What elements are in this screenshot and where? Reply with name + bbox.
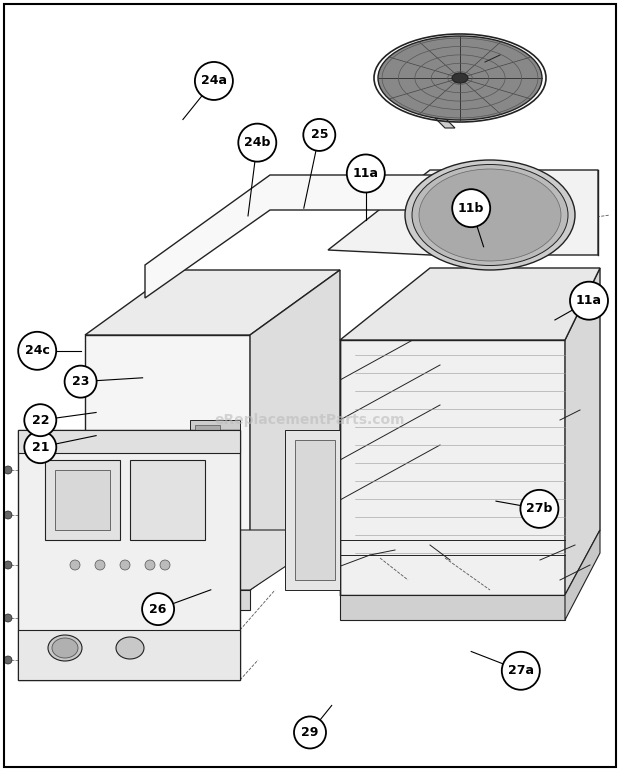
Text: 24a: 24a (201, 75, 227, 87)
Ellipse shape (412, 164, 568, 265)
Polygon shape (45, 460, 120, 540)
Circle shape (142, 593, 174, 625)
Circle shape (145, 560, 155, 570)
Circle shape (502, 651, 540, 690)
Circle shape (520, 490, 559, 528)
Circle shape (570, 281, 608, 320)
Text: 29: 29 (301, 726, 319, 739)
Circle shape (4, 561, 12, 569)
Polygon shape (190, 420, 240, 445)
Polygon shape (85, 335, 250, 590)
Text: 27a: 27a (508, 665, 534, 677)
Polygon shape (85, 530, 340, 590)
Text: 25: 25 (311, 129, 328, 141)
Polygon shape (18, 630, 240, 680)
Circle shape (160, 560, 170, 570)
Ellipse shape (52, 638, 78, 658)
Circle shape (452, 189, 490, 227)
Polygon shape (285, 430, 340, 590)
Ellipse shape (378, 36, 542, 120)
Circle shape (120, 560, 130, 570)
Polygon shape (435, 118, 455, 128)
Circle shape (4, 511, 12, 519)
Circle shape (70, 560, 80, 570)
Text: 26: 26 (149, 603, 167, 615)
Circle shape (4, 614, 12, 622)
Circle shape (24, 404, 56, 436)
Text: 22: 22 (32, 414, 49, 426)
Polygon shape (195, 425, 220, 440)
Text: 11a: 11a (576, 295, 602, 307)
Polygon shape (55, 470, 110, 530)
Circle shape (18, 332, 56, 370)
Polygon shape (340, 340, 565, 595)
Ellipse shape (48, 635, 82, 661)
Text: 21: 21 (32, 441, 49, 453)
Polygon shape (130, 460, 205, 540)
Ellipse shape (419, 169, 561, 261)
Polygon shape (85, 270, 340, 335)
Polygon shape (85, 590, 250, 610)
Polygon shape (340, 595, 565, 620)
Polygon shape (340, 268, 600, 340)
Polygon shape (18, 430, 240, 680)
Text: 23: 23 (72, 375, 89, 388)
Polygon shape (250, 270, 340, 590)
Circle shape (195, 62, 233, 100)
Circle shape (4, 466, 12, 474)
Polygon shape (18, 430, 240, 453)
Text: 24c: 24c (25, 345, 50, 357)
Circle shape (95, 560, 105, 570)
Polygon shape (565, 530, 600, 620)
Ellipse shape (405, 160, 575, 270)
Text: eReplacementParts.com: eReplacementParts.com (215, 413, 405, 427)
Circle shape (64, 365, 97, 398)
Polygon shape (565, 268, 600, 595)
Circle shape (24, 431, 56, 463)
Polygon shape (328, 170, 598, 255)
Text: 11b: 11b (458, 202, 484, 214)
Text: 11a: 11a (353, 167, 379, 180)
Ellipse shape (116, 637, 144, 659)
Circle shape (294, 716, 326, 749)
Polygon shape (295, 440, 335, 580)
Ellipse shape (452, 73, 468, 83)
Circle shape (238, 123, 277, 162)
Circle shape (347, 154, 385, 193)
Circle shape (303, 119, 335, 151)
Text: 27b: 27b (526, 503, 552, 515)
Polygon shape (145, 175, 440, 298)
Circle shape (4, 656, 12, 664)
Text: 24b: 24b (244, 136, 270, 149)
